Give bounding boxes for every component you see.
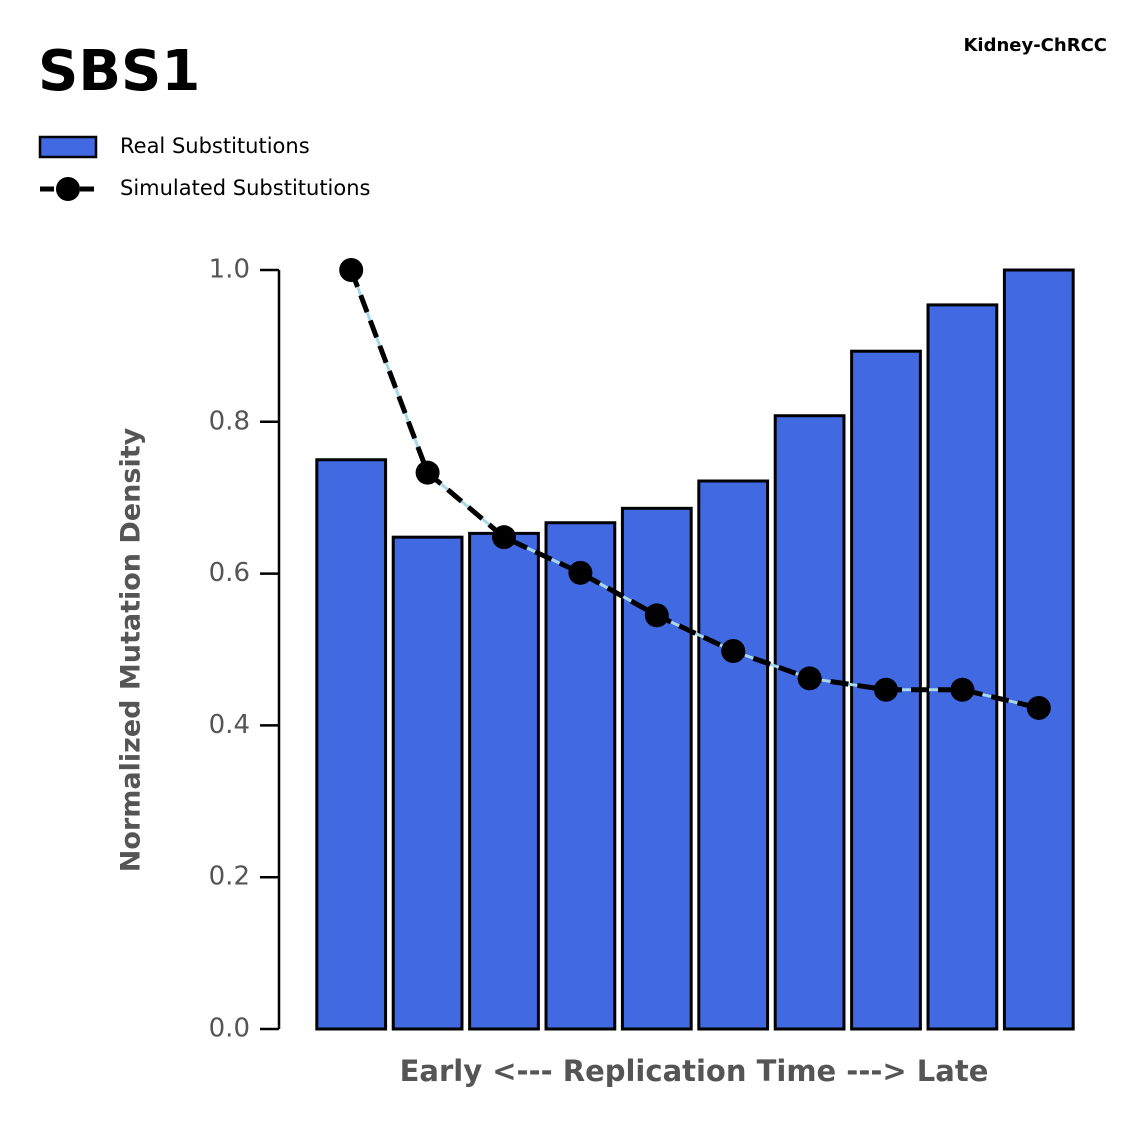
y-tick-label: 1.0 xyxy=(209,255,250,285)
chart-title: SBS1 xyxy=(38,39,200,104)
y-tick-label: 0.8 xyxy=(209,406,250,436)
line-marker xyxy=(797,666,822,691)
y-tick-label: 0.4 xyxy=(209,710,250,740)
bar xyxy=(926,303,999,1031)
bar xyxy=(315,458,388,1031)
chart-subtitle: Kidney-ChRCC xyxy=(963,35,1107,56)
bar xyxy=(697,479,770,1031)
line-marker xyxy=(644,603,669,628)
bar xyxy=(544,521,617,1031)
legend-label: Simulated Substitutions xyxy=(120,176,370,200)
x-axis-label: Early <--- Replication Time ---> Late xyxy=(400,1054,989,1088)
line-marker xyxy=(415,460,440,485)
bar xyxy=(1002,268,1075,1031)
line-marker xyxy=(874,677,898,702)
bar xyxy=(620,506,693,1031)
line-marker xyxy=(492,525,516,550)
bar xyxy=(391,535,464,1031)
line xyxy=(348,269,1040,711)
line-marker xyxy=(568,560,593,585)
legend-swatch xyxy=(56,177,80,201)
bar xyxy=(773,414,846,1031)
y-tick-label: 0.6 xyxy=(209,558,250,588)
y-tick-label: 0.0 xyxy=(209,1014,250,1044)
bar xyxy=(468,531,540,1031)
line-marker xyxy=(950,677,975,702)
line-marker xyxy=(721,639,746,664)
line-marker xyxy=(1026,695,1051,720)
y-tick-label: 0.2 xyxy=(209,862,250,892)
legend-swatch xyxy=(38,135,98,159)
y-axis-label: Normalized Mutation Density xyxy=(116,427,147,872)
line-marker xyxy=(339,258,364,282)
legend-label: Real Substitutions xyxy=(120,134,310,158)
